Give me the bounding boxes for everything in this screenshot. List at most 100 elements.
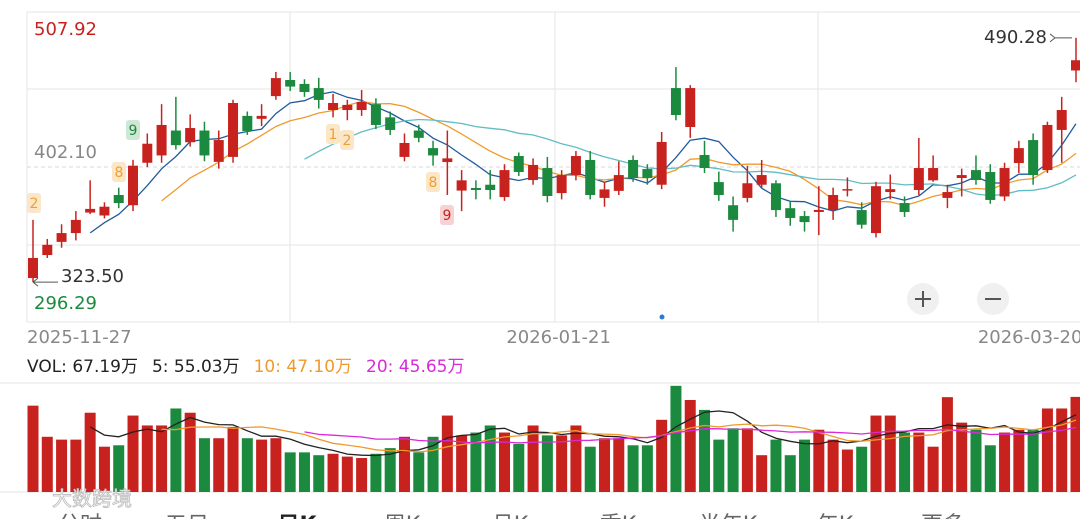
- volume-legend: 20: 45.65万: [366, 357, 464, 377]
- candle-body: [142, 143, 153, 163]
- zoom-in-icon: [915, 291, 931, 307]
- candle-body: [685, 88, 696, 128]
- volume-bar: [727, 428, 739, 492]
- volume-bar: [656, 419, 668, 492]
- tab[interactable]: 日K: [277, 513, 317, 519]
- candle-body: [370, 104, 381, 125]
- candle-body: [342, 104, 353, 111]
- volume-bar: [641, 445, 653, 492]
- candle-body: [456, 180, 467, 191]
- volume-bar: [613, 438, 625, 492]
- candle-body: [728, 205, 739, 220]
- candle-body: [228, 102, 239, 157]
- volume-bar: [941, 397, 953, 492]
- volume-bar: [156, 425, 168, 492]
- volume-bar: [1013, 429, 1025, 492]
- volume-bar: [1070, 396, 1080, 492]
- signal-label: 1: [329, 127, 338, 143]
- candle-body: [128, 165, 139, 206]
- candle-body: [813, 209, 824, 212]
- signal-label: 9: [443, 208, 452, 224]
- tab[interactable]: 分时: [58, 513, 102, 519]
- tab[interactable]: 半年K: [699, 513, 758, 519]
- volume-bar: [141, 425, 153, 492]
- high-arrow: [1049, 33, 1072, 43]
- volume-bar: [356, 458, 368, 492]
- signal-label: 8: [115, 165, 124, 181]
- signal-badge: [126, 120, 140, 140]
- volume-bar: [227, 426, 239, 492]
- volume-bar: [670, 385, 682, 492]
- candle-body: [113, 194, 124, 204]
- candle-body: [699, 154, 710, 169]
- signal-badge: [426, 172, 440, 192]
- candle-body: [328, 102, 339, 111]
- candle-body: [670, 88, 681, 116]
- volume-bar: [441, 415, 453, 492]
- volume-bar: [198, 438, 210, 492]
- high-label: 490.28: [984, 27, 1047, 48]
- volume-bar: [98, 446, 110, 492]
- volume-bar: [113, 445, 125, 492]
- volume-bar: [899, 432, 911, 492]
- volume-bar: [770, 439, 782, 492]
- volume-bar: [1056, 408, 1068, 492]
- tab[interactable]: 年K: [817, 513, 854, 519]
- volume-bar: [484, 425, 496, 492]
- volume-bar: [456, 435, 468, 492]
- tab[interactable]: 月K: [492, 513, 529, 519]
- volume-bar: [599, 438, 611, 492]
- y-tick-label: 402.10: [34, 142, 97, 163]
- volume-bar: [913, 432, 925, 492]
- volume-bar: [427, 436, 439, 492]
- candle-body: [199, 130, 210, 156]
- candle-body: [285, 79, 296, 87]
- volume-bar: [184, 412, 196, 492]
- volume-bar: [56, 439, 68, 492]
- candle-body: [599, 189, 610, 198]
- volume-bar: [713, 439, 725, 492]
- volume-bar: [756, 455, 768, 492]
- candle-body: [1071, 60, 1080, 71]
- volume-bar: [1027, 429, 1039, 492]
- candle-body: [42, 244, 53, 256]
- candle-body: [1013, 148, 1024, 164]
- volume-legend: 10: 47.10万: [254, 357, 352, 377]
- candle-body: [1056, 110, 1067, 130]
- candle-body: [956, 175, 967, 178]
- volume-bar: [41, 436, 53, 492]
- volume-bar: [927, 446, 939, 492]
- tab[interactable]: 五日: [165, 513, 209, 519]
- tab[interactable]: 更多: [921, 513, 965, 519]
- candle-body: [470, 187, 481, 191]
- candle-body: [213, 140, 224, 162]
- ma-line: [89, 91, 1077, 234]
- candle-body: [170, 130, 181, 146]
- volume-bar: [513, 443, 525, 492]
- tab[interactable]: 周K: [384, 513, 421, 519]
- volume-bar: [284, 452, 296, 492]
- candle-body: [442, 158, 453, 163]
- volume-bar: [884, 415, 896, 492]
- candle-body: [785, 208, 796, 218]
- volume-bar: [398, 436, 410, 492]
- volume-bar: [70, 439, 82, 492]
- x-tick-label: 2026-03-20: [978, 327, 1080, 348]
- volume-bar: [627, 445, 639, 492]
- volume-bar: [956, 422, 968, 492]
- volume-bar: [27, 405, 39, 492]
- tab[interactable]: 季K: [600, 513, 637, 519]
- signal-badge: [27, 193, 41, 213]
- candle-body: [185, 128, 196, 143]
- candle-body: [256, 115, 267, 119]
- volume-bar: [827, 439, 839, 492]
- signal-label: 2: [30, 196, 39, 212]
- candle-body: [556, 175, 567, 194]
- volume-bar: [999, 432, 1011, 492]
- volume-bar: [341, 456, 353, 492]
- volume-bar: [841, 449, 853, 492]
- candle-body: [799, 216, 810, 223]
- candle-body: [299, 83, 310, 93]
